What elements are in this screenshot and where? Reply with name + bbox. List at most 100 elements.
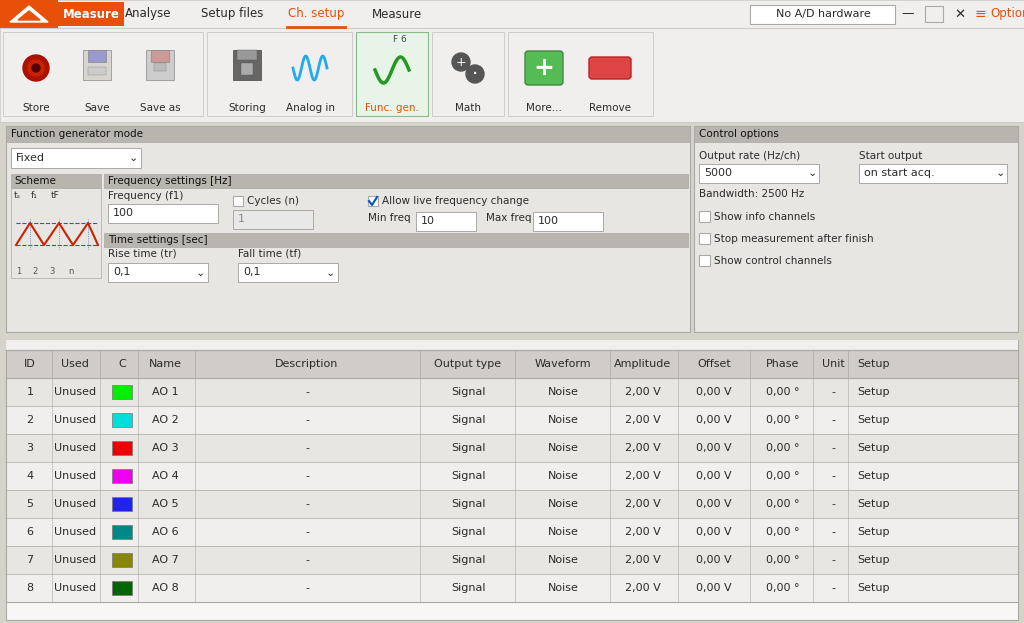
Bar	[112, 553, 132, 567]
Text: ✕: ✕	[954, 7, 966, 21]
Text: -: -	[305, 583, 309, 593]
Text: Waveform: Waveform	[535, 359, 591, 369]
Bar	[699, 233, 710, 244]
Text: 1: 1	[16, 267, 22, 277]
Bar	[108, 204, 218, 223]
Bar	[83, 50, 111, 80]
Bar	[6, 378, 1018, 406]
Bar	[699, 255, 710, 266]
Text: -: -	[305, 443, 309, 453]
Bar	[112, 525, 132, 539]
Text: 6: 6	[27, 527, 34, 537]
Text: AO 1: AO 1	[152, 387, 178, 397]
Bar	[112, 441, 132, 455]
Text: Scheme: Scheme	[14, 176, 56, 186]
Text: 100: 100	[538, 217, 559, 227]
Text: AO 4: AO 4	[152, 471, 178, 481]
Bar	[233, 50, 261, 80]
Text: 2,00 V: 2,00 V	[625, 583, 660, 593]
Text: 0,00 °: 0,00 °	[766, 415, 800, 425]
Text: ⌄: ⌄	[807, 168, 817, 179]
Text: Noise: Noise	[548, 387, 579, 397]
Text: 2: 2	[32, 267, 37, 277]
Bar	[3, 32, 203, 116]
Text: ⌄: ⌄	[128, 153, 137, 163]
Text: Noise: Noise	[548, 555, 579, 565]
Text: Noise: Noise	[548, 499, 579, 509]
Text: Setup files: Setup files	[201, 7, 263, 21]
Text: Bandwidth: 2500 Hz: Bandwidth: 2500 Hz	[699, 189, 804, 199]
Text: on start acq.: on start acq.	[864, 168, 935, 179]
Text: Setup: Setup	[857, 499, 889, 509]
Bar	[112, 385, 132, 399]
Text: Signal: Signal	[451, 499, 485, 509]
Text: f₁: f₁	[31, 191, 38, 201]
Bar	[6, 462, 1018, 490]
Text: Setup: Setup	[857, 415, 889, 425]
Bar	[112, 581, 132, 595]
Text: Noise: Noise	[548, 415, 579, 425]
Text: Setup: Setup	[857, 583, 889, 593]
Text: +: +	[534, 56, 554, 80]
Text: Output rate (Hz/ch): Output rate (Hz/ch)	[699, 151, 800, 161]
Bar	[432, 32, 504, 116]
Text: Max freq: Max freq	[486, 213, 531, 223]
Text: Unused: Unused	[54, 471, 96, 481]
Text: Options: Options	[990, 7, 1024, 21]
Bar	[6, 406, 1018, 434]
Text: Remove: Remove	[589, 103, 631, 113]
Bar	[233, 210, 313, 229]
Bar	[6, 518, 1018, 546]
Bar	[0, 0, 58, 28]
Text: Math: Math	[455, 103, 481, 113]
Bar	[104, 174, 688, 188]
Bar	[237, 50, 257, 60]
Bar	[146, 50, 174, 80]
Text: Frequency (f1): Frequency (f1)	[108, 191, 183, 201]
Text: Phase: Phase	[766, 359, 800, 369]
Text: Setup: Setup	[857, 443, 889, 453]
Text: 5000: 5000	[705, 168, 732, 179]
Text: AO 5: AO 5	[152, 499, 178, 509]
Text: Name: Name	[148, 359, 181, 369]
Bar	[0, 28, 1024, 122]
Text: tF: tF	[51, 191, 59, 201]
Text: -: -	[305, 387, 309, 397]
Bar	[108, 263, 208, 282]
Text: Control options: Control options	[699, 129, 779, 139]
Text: 0,00 °: 0,00 °	[766, 527, 800, 537]
Text: Output type: Output type	[434, 359, 502, 369]
Text: Noise: Noise	[548, 583, 579, 593]
Text: 2,00 V: 2,00 V	[625, 387, 660, 397]
Text: -: -	[831, 387, 835, 397]
Text: Fixed: Fixed	[16, 153, 45, 163]
Text: 10: 10	[421, 217, 435, 227]
Bar	[0, 0, 1024, 28]
Bar	[6, 350, 1018, 602]
Text: 0,00 °: 0,00 °	[766, 443, 800, 453]
Bar	[112, 469, 132, 483]
Text: 2,00 V: 2,00 V	[625, 527, 660, 537]
Text: 0,00 V: 0,00 V	[696, 527, 732, 537]
Bar	[151, 50, 169, 62]
Text: tₛ: tₛ	[14, 191, 22, 201]
Text: -: -	[831, 527, 835, 537]
Text: 0,1: 0,1	[243, 267, 260, 277]
Text: +: +	[456, 55, 466, 69]
Bar	[356, 32, 428, 116]
Text: Setup: Setup	[857, 359, 889, 369]
Text: Save as: Save as	[139, 103, 180, 113]
Text: Noise: Noise	[548, 471, 579, 481]
Text: 0,00 °: 0,00 °	[766, 499, 800, 509]
Text: Offset: Offset	[697, 359, 731, 369]
Bar	[694, 126, 1018, 142]
Text: Signal: Signal	[451, 527, 485, 537]
Bar	[11, 188, 101, 278]
Text: 2: 2	[27, 415, 34, 425]
Bar	[6, 574, 1018, 602]
Text: Signal: Signal	[451, 387, 485, 397]
Text: ID: ID	[25, 359, 36, 369]
Text: Setup: Setup	[857, 471, 889, 481]
Text: Show control channels: Show control channels	[714, 255, 831, 265]
Text: 2,00 V: 2,00 V	[625, 471, 660, 481]
